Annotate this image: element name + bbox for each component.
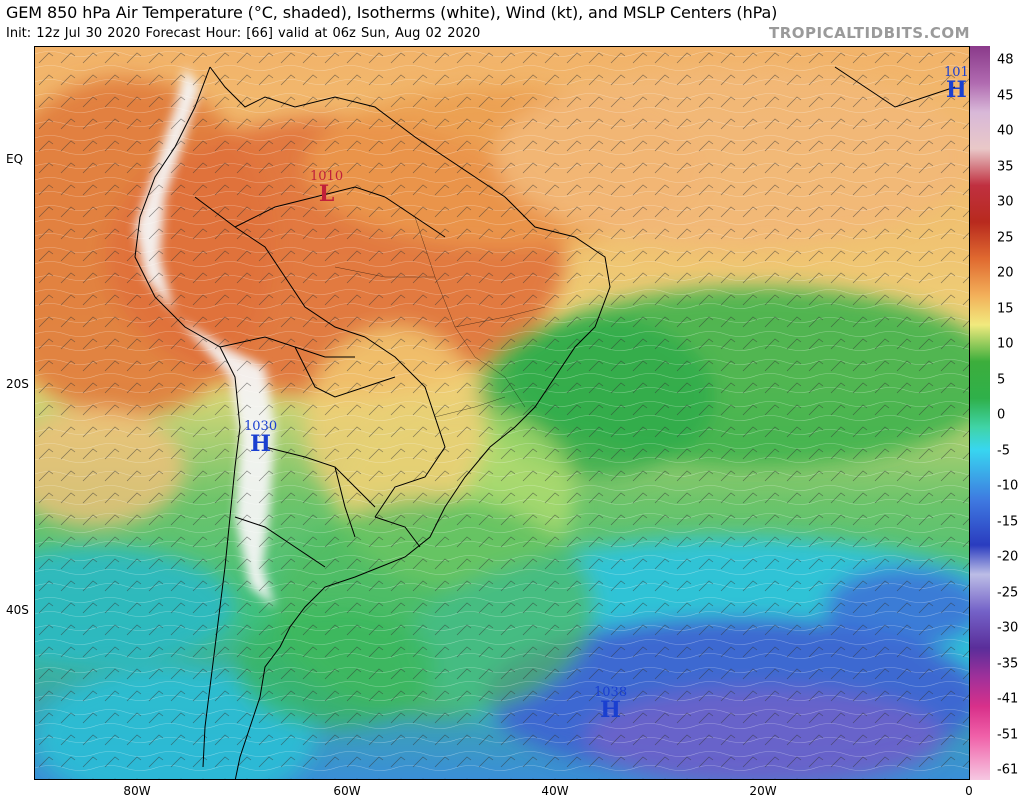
colorbar-tick-label: 25: [997, 230, 1014, 245]
map-subtitle: Init: 12z Jul 30 2020 Forecast Hour: [66…: [6, 26, 481, 41]
colorbar-tick-label: -15: [997, 514, 1019, 529]
high-pressure-value-south-atlantic: 1038: [594, 685, 628, 700]
colorbar-tick-label: -61: [997, 762, 1019, 778]
colorbar-tick-label: 48: [997, 52, 1014, 68]
temperature-colorbar: [970, 46, 990, 780]
colorbar-tick-label: -30: [997, 620, 1019, 636]
high-pressure-center-andes: 1030 H: [244, 420, 277, 455]
colorbar-tick-label: -51: [997, 727, 1019, 742]
colorbar-tick-label: -10: [997, 478, 1019, 494]
colorbar-tick-label: -35: [997, 656, 1019, 671]
colorbar-tick-label: 20: [997, 265, 1014, 281]
colorbar-tick-label: 45: [997, 88, 1014, 103]
lat-label-40s: 40S: [6, 603, 29, 617]
colorbar-tick-label: -5: [997, 443, 1010, 458]
temperature-map: [34, 46, 970, 780]
low-pressure-center: 1010 L: [310, 170, 343, 205]
country-borders: [134, 66, 956, 779]
colorbar-tick-label: 10: [997, 336, 1014, 352]
lon-label-60w: 60W: [333, 784, 361, 798]
colorbar-tick-label: 35: [997, 159, 1014, 174]
lon-label-20w: 20W: [749, 784, 777, 798]
low-pressure-symbol: L: [318, 181, 335, 207]
colorbar-tick-label: -25: [997, 585, 1019, 600]
colorbar-tick-label: 15: [997, 301, 1014, 316]
high-pressure-symbol-south-atlantic: H: [600, 697, 621, 723]
colorbar-tick-label: 40: [997, 123, 1014, 139]
low-pressure-value: 1010: [310, 169, 344, 184]
colorbar-tick-label: 5: [997, 372, 1006, 387]
lon-label-40w: 40W: [541, 784, 569, 798]
lat-label-eq: EQ: [6, 152, 24, 166]
wind-barbs: [35, 47, 969, 779]
high-pressure-symbol-andes: H: [250, 431, 271, 457]
lat-label-20s: 20S: [6, 377, 29, 391]
colorbar-tick-label: 0: [997, 407, 1006, 423]
site-brand: TROPICALTIDBITS.COM: [769, 24, 970, 42]
colorbar-tick-label: -20: [997, 549, 1019, 565]
lon-label-80w: 80W: [123, 784, 151, 798]
map-title: GEM 850 hPa Air Temperature (°C, shaded)…: [6, 3, 778, 22]
colorbar-tick-label: -41: [997, 691, 1019, 707]
high-pressure-symbol-northeast: H: [946, 77, 967, 103]
lon-label-0: 0: [965, 784, 973, 798]
colorbar-tick-label: 30: [997, 194, 1014, 210]
high-pressure-value-andes: 1030: [244, 419, 278, 434]
high-pressure-value-northeast: 101: [944, 65, 969, 80]
high-pressure-center-south-atlantic: 1038 H: [594, 686, 627, 721]
high-pressure-center-northeast: 101 H: [944, 66, 969, 101]
state-borders: [334, 216, 546, 418]
